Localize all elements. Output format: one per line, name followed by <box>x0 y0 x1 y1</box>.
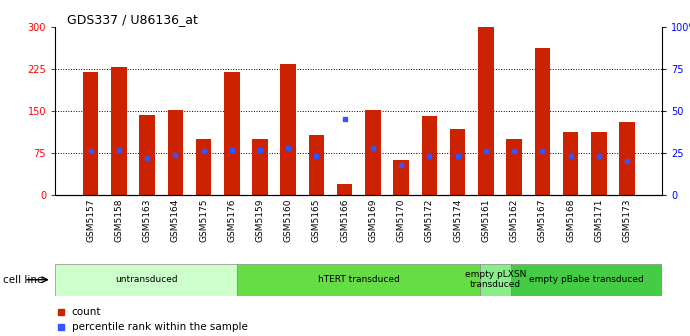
Text: GSM5176: GSM5176 <box>227 198 236 242</box>
Text: GSM5173: GSM5173 <box>622 198 631 242</box>
Text: empty pBabe transduced: empty pBabe transduced <box>529 275 644 284</box>
Text: GSM5163: GSM5163 <box>143 198 152 242</box>
Bar <box>506 139 522 195</box>
Bar <box>563 132 578 195</box>
Bar <box>511 264 662 296</box>
Text: cell line: cell line <box>3 275 44 285</box>
Bar <box>393 160 409 195</box>
Text: GSM5172: GSM5172 <box>425 198 434 242</box>
Bar <box>168 110 183 195</box>
Text: hTERT transduced: hTERT transduced <box>318 275 400 284</box>
Bar <box>280 65 296 195</box>
Bar <box>224 72 239 195</box>
Text: GSM5175: GSM5175 <box>199 198 208 242</box>
Bar <box>139 115 155 195</box>
Bar <box>478 27 493 195</box>
Bar <box>83 72 99 195</box>
Text: empty pLXSN
transduced: empty pLXSN transduced <box>465 270 526 289</box>
Bar <box>619 122 635 195</box>
Text: GSM5168: GSM5168 <box>566 198 575 242</box>
Bar <box>591 132 607 195</box>
Text: GSM5157: GSM5157 <box>86 198 95 242</box>
Text: untransduced: untransduced <box>115 275 177 284</box>
Text: count: count <box>72 307 101 317</box>
Bar <box>55 264 237 296</box>
Text: GSM5159: GSM5159 <box>255 198 264 242</box>
Text: GSM5165: GSM5165 <box>312 198 321 242</box>
Bar <box>308 135 324 195</box>
Text: GSM5174: GSM5174 <box>453 198 462 242</box>
Text: GSM5167: GSM5167 <box>538 198 547 242</box>
Text: GSM5169: GSM5169 <box>368 198 377 242</box>
Text: GDS337 / U86136_at: GDS337 / U86136_at <box>68 13 198 26</box>
Text: GSM5158: GSM5158 <box>115 198 124 242</box>
Bar <box>535 48 550 195</box>
Bar <box>237 264 480 296</box>
Text: GSM5164: GSM5164 <box>170 198 180 242</box>
Text: GSM5161: GSM5161 <box>482 198 491 242</box>
Text: GSM5170: GSM5170 <box>397 198 406 242</box>
Bar <box>480 264 511 296</box>
Text: GSM5160: GSM5160 <box>284 198 293 242</box>
Bar <box>337 184 353 195</box>
Bar <box>253 139 268 195</box>
Bar <box>365 110 381 195</box>
Text: GSM5162: GSM5162 <box>510 198 519 242</box>
Text: percentile rank within the sample: percentile rank within the sample <box>72 322 248 332</box>
Text: GSM5166: GSM5166 <box>340 198 349 242</box>
Bar <box>422 117 437 195</box>
Bar <box>450 129 465 195</box>
Bar <box>196 139 211 195</box>
Bar <box>111 67 126 195</box>
Text: GSM5171: GSM5171 <box>594 198 603 242</box>
